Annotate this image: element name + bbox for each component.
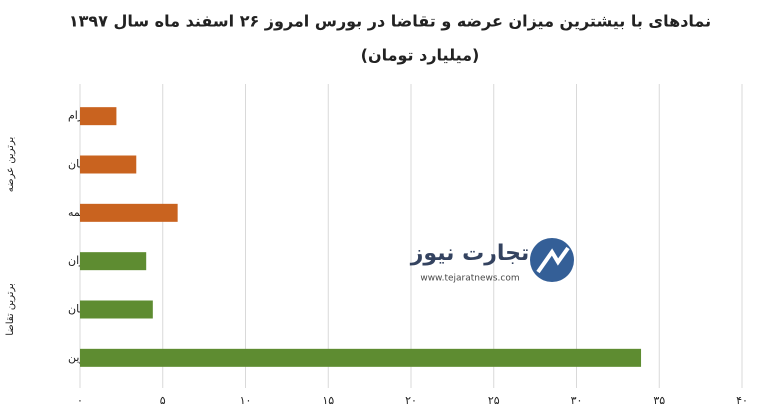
watermark-arrow (536, 246, 570, 274)
x-tick-label: ۳۵ (653, 394, 665, 407)
watermark-logo (530, 238, 574, 282)
x-tick-label: ۱۵ (322, 394, 334, 407)
bar (80, 107, 117, 126)
chart-subtitle: (میلیارد تومان) (361, 46, 480, 65)
x-tick-label: ۲۰ (405, 394, 417, 407)
watermark-name: تجارت نیوز (410, 241, 530, 266)
watermark-url: www.tejaratnews.com (420, 274, 519, 284)
bar (80, 252, 147, 271)
group-label: برترین عرضه (5, 137, 16, 193)
x-tick-label: ۰ (77, 394, 83, 407)
bar (80, 203, 178, 222)
x-tick-label: ۱۰ (240, 394, 252, 407)
x-tick-label: ۴۰ (736, 394, 748, 407)
x-tick-label: ۲۵ (488, 394, 500, 407)
bar (80, 300, 153, 319)
bar (80, 348, 642, 367)
x-tick-label: ۳۰ (571, 394, 583, 407)
chart-title: نمادهای با بیشترین میزان عرضه و تقاضا در… (69, 12, 711, 31)
bar (80, 155, 137, 174)
x-tick-label: ۵ (160, 394, 166, 407)
watermark: تجارت نیوز www.tejaratnews.com (410, 238, 574, 284)
group-label: برترین تقاضا (5, 283, 16, 336)
